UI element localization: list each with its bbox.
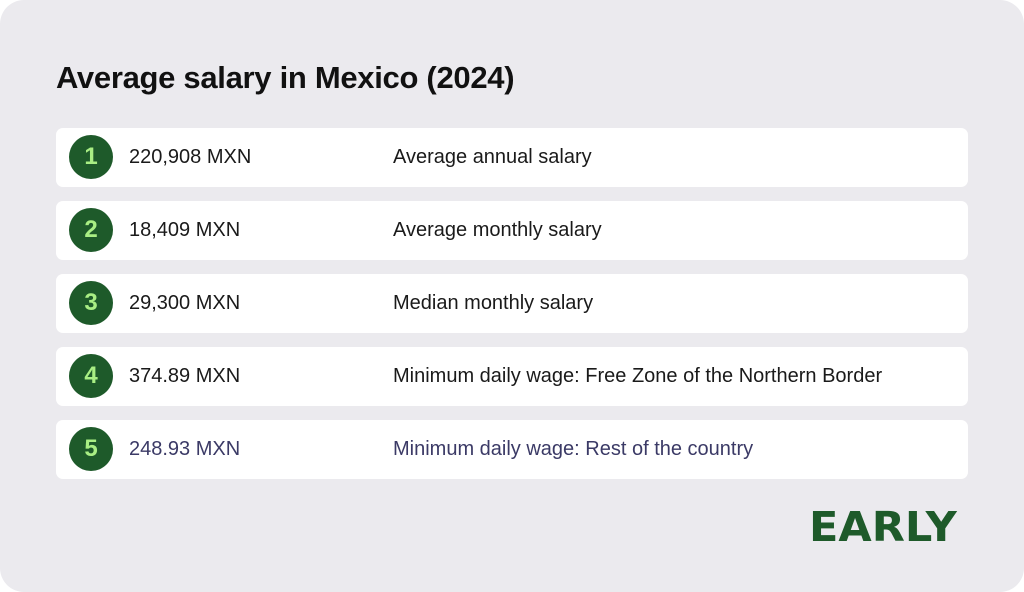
list-item: 3 29,300 MXN Median monthly salary [56, 274, 968, 333]
list-item: 2 18,409 MXN Average monthly salary [56, 201, 968, 260]
row-number-badge: 1 [69, 135, 113, 179]
page-title: Average salary in Mexico (2024) [56, 60, 515, 95]
salary-list: 1 220,908 MXN Average annual salary 2 18… [56, 128, 968, 493]
row-value: 29,300 MXN [129, 292, 241, 314]
row-value: 18,409 MXN [129, 219, 241, 241]
row-number-badge: 3 [69, 281, 113, 325]
row-value: 248.93 MXN [129, 438, 241, 460]
list-item: 1 220,908 MXN Average annual salary [56, 128, 968, 187]
row-number-badge: 2 [69, 208, 113, 252]
row-label: Average monthly salary [393, 219, 602, 241]
row-label: Minimum daily wage: Free Zone of the Nor… [393, 365, 883, 387]
row-value: 220,908 MXN [129, 146, 252, 168]
list-item: 5 248.93 MXN Minimum daily wage: Rest of… [56, 420, 968, 479]
row-label: Median monthly salary [393, 292, 594, 314]
row-number-badge: 5 [69, 427, 113, 471]
row-number-badge: 4 [69, 354, 113, 398]
list-item: 4 374.89 MXN Minimum daily wage: Free Zo… [56, 347, 968, 406]
row-label: Average annual salary [393, 146, 592, 168]
brand-logo: EARLY [809, 503, 957, 551]
row-label: Minimum daily wage: Rest of the country [393, 438, 754, 460]
row-value: 374.89 MXN [129, 365, 241, 387]
